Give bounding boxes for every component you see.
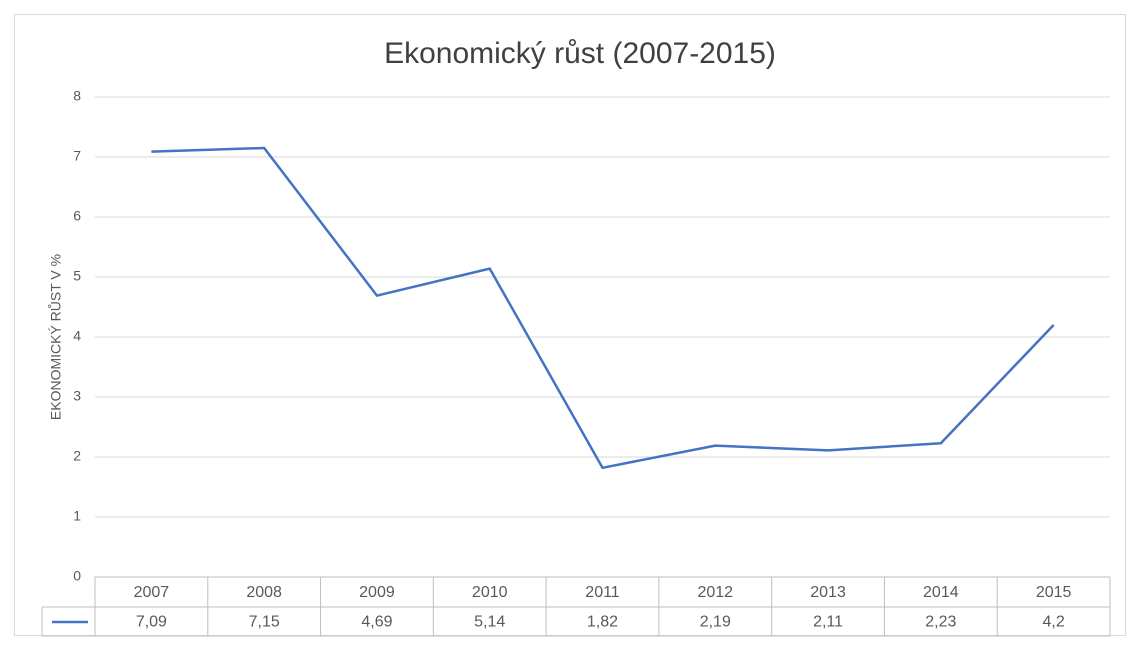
x-tick-label: 2015 [1036, 584, 1072, 601]
table-value: 4,2 [1042, 614, 1064, 631]
y-tick-label: 7 [73, 148, 81, 164]
table-value: 2,11 [813, 614, 843, 631]
chart-title: Ekonomický růst (2007-2015) [384, 37, 776, 70]
y-tick-label: 1 [73, 508, 81, 524]
table-value: 7,15 [249, 614, 280, 631]
y-axis-label: EKONOMICKÝ RŮST V % [47, 254, 64, 420]
x-tick-label: 2010 [472, 584, 508, 601]
y-tick-label: 8 [73, 88, 81, 104]
table-value: 1,82 [587, 614, 618, 631]
x-tick-label: 2007 [134, 584, 170, 601]
x-tick-label: 2013 [810, 584, 846, 601]
table-value: 7,09 [136, 614, 167, 631]
y-tick-label: 4 [73, 328, 81, 344]
y-tick-label: 3 [73, 388, 81, 404]
x-tick-label: 2008 [246, 584, 282, 601]
table-value: 5,14 [474, 614, 505, 631]
x-tick-label: 2014 [923, 584, 959, 601]
table-value: 2,19 [700, 614, 731, 631]
y-tick-label: 5 [73, 268, 81, 284]
table-value: 2,23 [925, 614, 956, 631]
y-tick-label: 2 [73, 448, 81, 464]
chart-border [14, 14, 1126, 636]
y-tick-label: 6 [73, 208, 81, 224]
table-value: 4,69 [361, 614, 392, 631]
x-tick-label: 2012 [697, 584, 733, 601]
x-tick-label: 2009 [359, 584, 395, 601]
y-tick-label: 0 [73, 568, 81, 584]
x-tick-label: 2011 [585, 584, 620, 601]
series-line [151, 146, 1055, 470]
